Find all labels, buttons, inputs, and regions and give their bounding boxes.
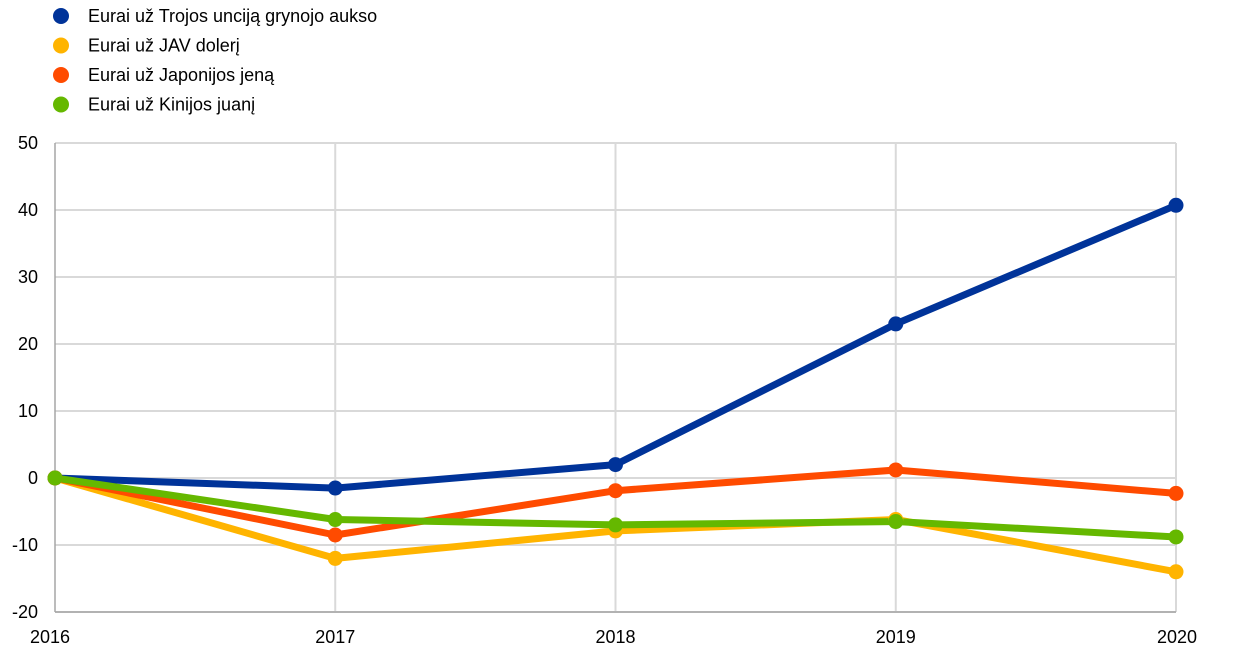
x-tick-label-0: 2016 bbox=[30, 627, 70, 647]
y-tick-label-5: 30 bbox=[18, 267, 38, 287]
data-point-s2-3 bbox=[888, 462, 904, 478]
data-point-s3-0 bbox=[47, 470, 63, 486]
legend-marker-0 bbox=[53, 8, 69, 24]
x-tick-label-4: 2020 bbox=[1157, 627, 1197, 647]
y-tick-label-3: 10 bbox=[18, 401, 38, 421]
data-point-s1-1 bbox=[327, 550, 343, 566]
y-tick-label-1: -10 bbox=[12, 535, 38, 555]
y-tick-label-4: 20 bbox=[18, 334, 38, 354]
x-tick-label-1: 2017 bbox=[315, 627, 355, 647]
data-point-s1-4 bbox=[1168, 564, 1184, 580]
x-tick-label-3: 2019 bbox=[876, 627, 916, 647]
x-tick-label-2: 2018 bbox=[595, 627, 635, 647]
y-tick-label-7: 50 bbox=[18, 133, 38, 153]
chart-grid bbox=[55, 142, 1177, 613]
data-point-s0-4 bbox=[1168, 197, 1184, 213]
legend-label-2: Eurai už Japonijos jeną bbox=[88, 65, 275, 85]
chart-axes bbox=[54, 143, 1176, 613]
data-point-s2-4 bbox=[1168, 485, 1184, 501]
data-point-s3-1 bbox=[327, 512, 343, 528]
chart-legend: Eurai už Trojos unciją grynojo aukso Eura… bbox=[53, 6, 377, 115]
data-point-s3-2 bbox=[608, 517, 623, 533]
data-point-s0-3 bbox=[888, 316, 904, 332]
data-point-s3-3 bbox=[888, 514, 904, 530]
legend-label-0: Eurai už Trojos unciją grynojo aukso bbox=[88, 6, 377, 26]
legend-label-1: Eurai už JAV dolerį bbox=[88, 36, 240, 56]
legend-marker-1 bbox=[53, 37, 69, 54]
y-tick-label-2: 0 bbox=[28, 468, 38, 488]
data-point-s2-1 bbox=[327, 527, 343, 543]
y-tick-label-0: -20 bbox=[12, 602, 38, 622]
data-point-s2-2 bbox=[608, 483, 623, 499]
data-point-s3-4 bbox=[1168, 529, 1184, 545]
data-point-s0-1 bbox=[327, 480, 343, 496]
legend-label-3: Eurai už Kinijos juanį bbox=[88, 95, 255, 115]
series-points bbox=[47, 197, 1184, 580]
legend-marker-3 bbox=[53, 96, 69, 113]
y-tick-label-6: 40 bbox=[18, 200, 38, 220]
tick-labels: -20 -10 0 10 20 30 40 50 2016 2017 2018 2019 2020 bbox=[12, 133, 1197, 647]
legend-marker-2 bbox=[53, 67, 69, 83]
data-point-s0-2 bbox=[608, 457, 623, 473]
